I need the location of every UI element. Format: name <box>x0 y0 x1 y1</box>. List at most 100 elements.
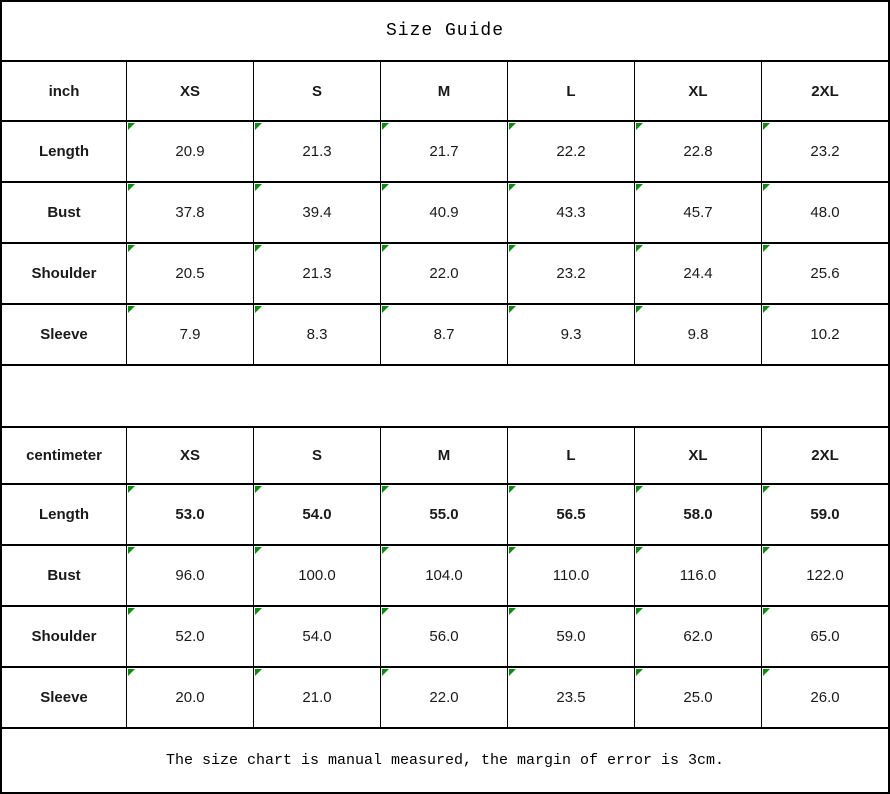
size-value-cell-text: 8.7 <box>433 326 455 343</box>
row-label-bust-text: Bust <box>47 567 81 584</box>
size-value-cell: 54.0 <box>253 607 380 666</box>
table-row-inch-sleeve: Sleeve 7.9 8.3 8.7 9.3 9.8 10.2 <box>2 305 888 366</box>
size-value-cell: 21.7 <box>380 122 507 181</box>
size-value-cell-text: 59.0 <box>810 506 840 523</box>
size-value-cell: 59.0 <box>761 485 888 544</box>
size-value-cell-text: 56.5 <box>556 506 586 523</box>
size-value-cell-text: 56.0 <box>429 628 459 645</box>
size-value-cell-text: 22.0 <box>429 265 459 282</box>
size-value-cell-text: 43.3 <box>556 204 586 221</box>
row-label-length: Length <box>2 122 126 181</box>
size-value-cell: 22.0 <box>380 668 507 727</box>
cell-corner-marker-icon <box>128 245 135 252</box>
cell-corner-marker-icon <box>509 669 516 676</box>
row-label-shoulder: Shoulder <box>2 607 126 666</box>
size-value-cell: 7.9 <box>126 305 253 364</box>
cell-corner-marker-icon <box>128 608 135 615</box>
size-value-cell: 21.3 <box>253 244 380 303</box>
size-value-cell-text: 20.0 <box>175 689 205 706</box>
column-header-xs-text: XS <box>179 447 200 464</box>
row-label-sleeve: Sleeve <box>2 305 126 364</box>
size-value-cell-text: 58.0 <box>683 506 713 523</box>
cell-corner-marker-icon <box>255 608 262 615</box>
cell-corner-marker-icon <box>255 184 262 191</box>
size-value-cell: 23.2 <box>507 244 634 303</box>
cell-corner-marker-icon <box>509 306 516 313</box>
size-value-cell: 23.2 <box>761 122 888 181</box>
size-value-cell-text: 25.0 <box>683 689 713 706</box>
cell-corner-marker-icon <box>763 547 770 554</box>
table-row-inch-bust: Bust 37.8 39.4 40.9 43.3 45.7 48.0 <box>2 183 888 244</box>
cell-corner-marker-icon <box>763 669 770 676</box>
row-label-bust-text: Bust <box>47 204 81 221</box>
table-row-inch-shoulder: Shoulder 20.5 21.3 22.0 23.2 24.4 25.6 <box>2 244 888 305</box>
row-label-shoulder-text: Shoulder <box>31 265 97 282</box>
size-value-cell-text: 9.3 <box>560 326 582 343</box>
size-value-cell-text: 22.2 <box>556 143 586 160</box>
row-label-bust: Bust <box>2 183 126 242</box>
size-value-cell-text: 37.8 <box>175 204 205 221</box>
size-value-cell: 39.4 <box>253 183 380 242</box>
cell-corner-marker-icon <box>128 486 135 493</box>
size-value-cell-text: 122.0 <box>806 567 844 584</box>
cell-corner-marker-icon <box>636 184 643 191</box>
size-value-cell-text: 116.0 <box>679 567 717 584</box>
cell-corner-marker-icon <box>255 547 262 554</box>
page-title: Size Guide <box>2 2 888 62</box>
size-value-cell: 56.0 <box>380 607 507 666</box>
size-value-cell-text: 65.0 <box>810 628 840 645</box>
size-value-cell: 58.0 <box>634 485 761 544</box>
cell-corner-marker-icon <box>636 306 643 313</box>
cell-corner-marker-icon <box>128 184 135 191</box>
table-row-centimeter-bust: Bust 96.0 100.0 104.0 110.0 116.0 122.0 <box>2 546 888 607</box>
column-header-xs-text: XS <box>179 82 200 100</box>
unit-header-inch: inch <box>2 62 126 120</box>
cell-corner-marker-icon <box>128 306 135 313</box>
cell-corner-marker-icon <box>255 123 262 130</box>
cell-corner-marker-icon <box>763 486 770 493</box>
size-value-cell: 96.0 <box>126 546 253 605</box>
cell-corner-marker-icon <box>382 245 389 252</box>
size-value-cell: 54.0 <box>253 485 380 544</box>
size-value-cell-text: 54.0 <box>302 506 332 523</box>
size-value-cell-text: 40.9 <box>429 204 459 221</box>
size-value-cell-text: 45.7 <box>683 204 713 221</box>
cell-corner-marker-icon <box>636 123 643 130</box>
size-value-cell-text: 110.0 <box>552 567 590 584</box>
cell-corner-marker-icon <box>382 547 389 554</box>
column-header-2xl: 2XL <box>761 62 888 120</box>
size-table-inch: inch XS S M L XL 2XL Length 20.9 21.3 21.7 22.2 22.8… <box>2 62 888 366</box>
measurement-disclaimer: The size chart is manual measured, the m… <box>165 752 725 769</box>
size-value-cell-text: 25.6 <box>810 265 840 282</box>
row-label-shoulder-text: Shoulder <box>31 628 97 645</box>
column-header-xl-text: XL <box>688 447 708 464</box>
size-value-cell: 21.0 <box>253 668 380 727</box>
size-value-cell-text: 100.0 <box>298 567 336 584</box>
size-value-cell: 52.0 <box>126 607 253 666</box>
column-header-s-text: S <box>311 82 322 100</box>
cell-corner-marker-icon <box>509 608 516 615</box>
size-value-cell-text: 55.0 <box>429 506 459 523</box>
size-value-cell: 22.2 <box>507 122 634 181</box>
size-value-cell: 22.8 <box>634 122 761 181</box>
cell-corner-marker-icon <box>763 306 770 313</box>
header-row-inch: inch XS S M L XL 2XL <box>2 62 888 122</box>
cell-corner-marker-icon <box>255 486 262 493</box>
column-header-2xl-text: 2XL <box>811 447 839 464</box>
size-value-cell-text: 8.3 <box>306 326 328 343</box>
size-value-cell: 62.0 <box>634 607 761 666</box>
column-header-2xl-text: 2XL <box>811 82 839 100</box>
size-value-cell: 53.0 <box>126 485 253 544</box>
row-label-shoulder: Shoulder <box>2 244 126 303</box>
size-value-cell: 122.0 <box>761 546 888 605</box>
cell-corner-marker-icon <box>509 547 516 554</box>
size-value-cell: 25.6 <box>761 244 888 303</box>
row-label-length-text: Length <box>39 143 89 160</box>
size-value-cell: 21.3 <box>253 122 380 181</box>
row-label-length-text: Length <box>39 506 89 523</box>
size-value-cell: 20.9 <box>126 122 253 181</box>
size-value-cell-text: 21.3 <box>302 143 332 160</box>
size-value-cell-text: 26.0 <box>810 689 840 706</box>
size-value-cell: 37.8 <box>126 183 253 242</box>
cell-corner-marker-icon <box>382 669 389 676</box>
